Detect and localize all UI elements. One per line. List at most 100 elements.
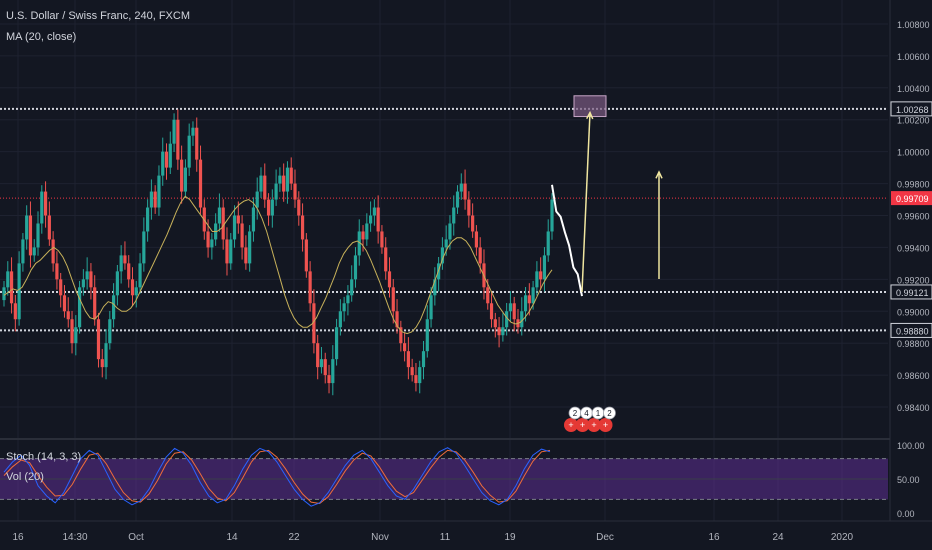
- candle-body: [2, 287, 6, 301]
- candle-body: [210, 239, 214, 248]
- stoch-legend: Stoch (14, 3, 3): [6, 451, 82, 463]
- candle-body: [546, 231, 550, 256]
- candle-body: [452, 207, 456, 224]
- candle-body: [380, 231, 384, 248]
- candle-body: [43, 191, 48, 216]
- candle-body: [112, 295, 116, 320]
- event-flag-icon: +: [580, 420, 585, 430]
- candle-body: [550, 199, 554, 232]
- time-tick-label: 24: [772, 532, 784, 543]
- candle-body: [206, 231, 210, 248]
- candle-body: [535, 271, 539, 288]
- event-badge-count: 4: [584, 409, 589, 418]
- candle-body: [108, 319, 112, 344]
- price-tick-label: 1.00200: [897, 116, 930, 126]
- candle-body: [157, 175, 161, 208]
- time-tick-label: 22: [288, 532, 300, 543]
- candle-body: [316, 343, 320, 368]
- candle-body: [47, 215, 51, 240]
- candle-body: [308, 271, 312, 304]
- level-label-bg: [890, 284, 932, 300]
- candle-body: [463, 183, 467, 200]
- current-price-label: 0.99709: [896, 194, 929, 204]
- price-tick-label: 0.99200: [897, 275, 930, 285]
- candle-body: [467, 199, 471, 216]
- candle-body: [6, 271, 10, 288]
- candle-body: [176, 119, 180, 160]
- candle-body: [278, 175, 282, 184]
- candle-body: [36, 223, 40, 248]
- candle-body: [119, 255, 123, 272]
- candle-body: [395, 311, 399, 328]
- candle-body: [123, 255, 127, 264]
- candle-body: [365, 223, 369, 240]
- candle-body: [127, 263, 131, 280]
- price-tick-label: 0.99000: [897, 307, 930, 317]
- candle-body: [161, 151, 165, 176]
- candle-body: [520, 311, 524, 328]
- candle-body: [236, 215, 240, 224]
- event-badges[interactable]: 2+4+1+2+: [564, 406, 616, 432]
- candle-body: [319, 359, 324, 368]
- moving-average: [3, 195, 553, 335]
- event-flag-icon: +: [591, 420, 596, 430]
- candle-body: [376, 207, 380, 232]
- candle-body: [153, 191, 157, 208]
- candle-body: [501, 327, 505, 336]
- candle-body: [505, 311, 509, 328]
- price-tick-label: 1.00800: [897, 20, 930, 30]
- candle-body: [455, 191, 460, 208]
- level-label: 0.99121: [896, 288, 929, 298]
- candle-body: [229, 239, 233, 264]
- candles: [2, 109, 554, 396]
- candle-body: [244, 247, 248, 264]
- upside-arrow-head: [655, 170, 663, 179]
- candle-body: [195, 127, 199, 160]
- candle-body: [149, 191, 153, 208]
- candle-body: [372, 207, 376, 216]
- candle-body: [183, 167, 188, 192]
- chart-title: U.S. Dollar / Swiss Franc, 240, FXCM: [6, 10, 190, 22]
- price-tick-label: 0.98400: [897, 403, 930, 413]
- time-tick-label: 14:30: [62, 532, 87, 543]
- drawings: [551, 95, 663, 297]
- candle-body: [361, 231, 365, 240]
- candle-body: [96, 319, 101, 360]
- candle-body: [74, 327, 78, 344]
- candle-body: [542, 255, 547, 280]
- candle-body: [187, 135, 191, 168]
- candle-body: [17, 263, 21, 320]
- candle-body: [489, 303, 494, 320]
- candle-body: [448, 223, 452, 240]
- candle-body: [368, 215, 373, 224]
- candle-body: [327, 375, 331, 384]
- candle-body: [444, 239, 448, 248]
- candle-body: [115, 271, 119, 296]
- volume-legend: Vol (20): [6, 471, 44, 483]
- candle-body: [410, 367, 414, 376]
- event-badge-circle: [564, 418, 578, 432]
- candle-body: [130, 279, 135, 296]
- candle-body: [387, 271, 392, 288]
- candle-body: [104, 343, 108, 368]
- candle-body: [471, 215, 475, 232]
- price-tick-label: 1.00000: [897, 148, 930, 158]
- candle-body: [331, 359, 335, 384]
- event-badge-circle: [587, 418, 601, 432]
- candle-body: [403, 343, 407, 352]
- stochastic-band: [0, 458, 888, 500]
- ma-line: [3, 195, 553, 335]
- event-badge-count: 2: [607, 409, 612, 418]
- event-flag-icon: +: [603, 420, 608, 430]
- candle-body: [263, 175, 267, 200]
- time-tick-label: Dec: [596, 532, 614, 543]
- stoch-tick-label: 0.00: [897, 509, 915, 519]
- candle-body: [240, 223, 244, 248]
- time-tick-label: 19: [504, 532, 516, 543]
- stochastic-lines: [3, 447, 551, 507]
- candle-body: [474, 231, 479, 248]
- candle-body: [493, 319, 497, 328]
- price-tick-label: 0.99600: [897, 212, 930, 222]
